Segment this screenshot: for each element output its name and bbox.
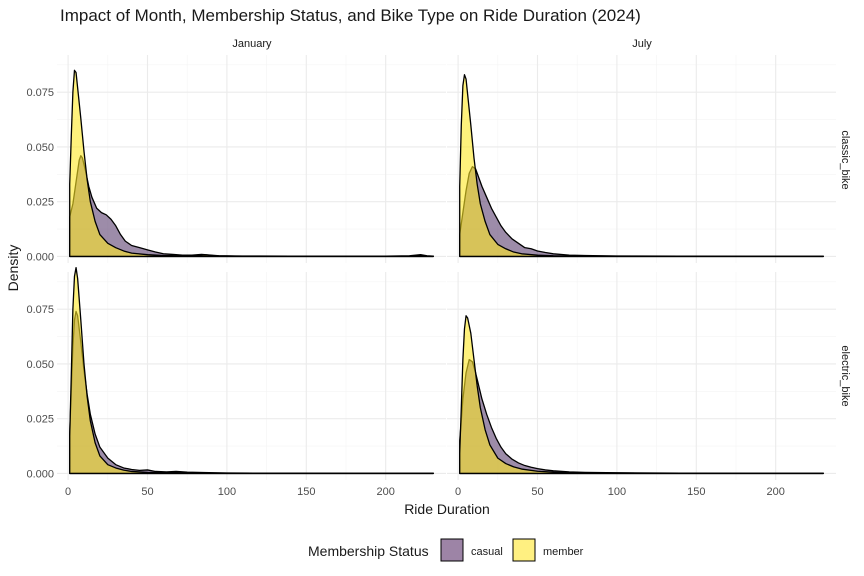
density-area-casual xyxy=(459,166,824,258)
density-area-casual xyxy=(69,310,434,475)
ticks-layer: 0.000 0.025 0.050 0.075 0.000 0.025 0.050 0.075… xyxy=(26,87,784,498)
panel-january-electric-bike xyxy=(57,266,446,480)
y-tick-label: 0.000 xyxy=(26,468,54,480)
panel-july-electric-bike xyxy=(447,272,836,480)
y-tick-label: 0.075 xyxy=(26,304,54,316)
y-tick-label: 0.050 xyxy=(26,359,54,371)
panel-july-classic-bike xyxy=(447,55,836,263)
y-tick-label: 0.050 xyxy=(26,142,54,154)
row-strip-classic-bike: classic_bike xyxy=(839,130,851,189)
legend-title: Membership Status xyxy=(308,543,429,559)
y-tick-label: 0.000 xyxy=(26,251,54,263)
x-tick-label: 100 xyxy=(218,486,236,498)
x-tick-label: 0 xyxy=(65,486,71,498)
x-tick-label: 50 xyxy=(141,486,153,498)
legend: Membership Status casual member xyxy=(308,538,584,562)
x-tick-label: 100 xyxy=(608,486,626,498)
y-tick-label: 0.075 xyxy=(26,87,54,99)
x-tick-label: 200 xyxy=(766,486,784,498)
x-tick-label: 150 xyxy=(297,486,315,498)
y-tick-label: 0.025 xyxy=(26,414,54,426)
panel-january-classic-bike xyxy=(57,55,446,263)
density-area-member xyxy=(69,266,434,475)
x-tick-label: 150 xyxy=(687,486,705,498)
legend-label-casual: casual xyxy=(471,546,503,558)
col-strip-january: January xyxy=(232,38,272,50)
legend-swatch-casual xyxy=(440,538,464,562)
x-axis-title: Ride Duration xyxy=(404,501,490,517)
row-strip-electric-bike: electric_bike xyxy=(839,345,851,406)
y-tick-label: 0.025 xyxy=(26,197,54,209)
legend-label-member: member xyxy=(543,546,584,558)
density-area-casual xyxy=(69,155,434,258)
density-area-casual xyxy=(459,358,824,475)
col-strip-july: July xyxy=(632,38,652,50)
density-area-member xyxy=(459,74,824,258)
chart-title: Impact of Month, Membership Status, and … xyxy=(60,6,641,25)
density-area-member xyxy=(459,315,824,475)
legend-swatch-member xyxy=(512,538,536,562)
y-axis-title: Density xyxy=(5,245,21,292)
density-area-member xyxy=(69,69,434,258)
x-tick-label: 200 xyxy=(376,486,394,498)
panels-layer xyxy=(57,55,836,480)
x-tick-label: 0 xyxy=(455,486,461,498)
x-tick-label: 50 xyxy=(531,486,543,498)
